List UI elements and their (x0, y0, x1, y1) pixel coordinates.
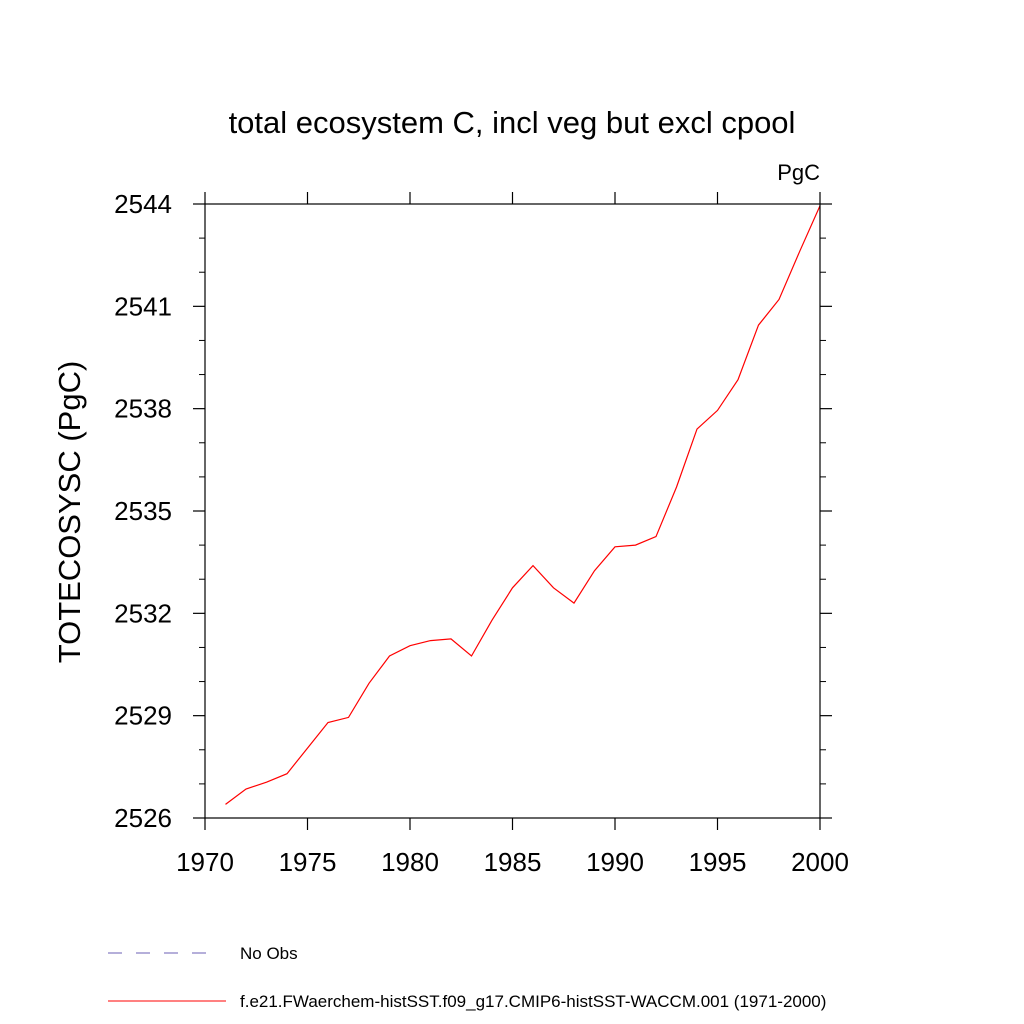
y-tick-label: 2526 (114, 803, 172, 833)
units-label: PgC (777, 160, 820, 185)
legend: No Obs f.e21.FWaerchem-histSST.f09_g17.C… (108, 944, 826, 1011)
y-tick-label: 2538 (114, 394, 172, 424)
x-tick-label: 2000 (791, 847, 849, 877)
axis-ticks (193, 192, 832, 830)
y-tick-labels: 2526 2529 2532 2535 2538 2541 2544 (114, 189, 172, 833)
series-line (225, 205, 821, 805)
x-tick-label: 1970 (176, 847, 234, 877)
chart-title: total ecosystem C, incl veg but excl cpo… (229, 105, 796, 140)
x-tick-labels: 1970 1975 1980 1985 1990 1995 2000 (176, 847, 849, 877)
y-tick-label: 2529 (114, 701, 172, 731)
x-tick-label: 1990 (586, 847, 644, 877)
y-tick-label: 2532 (114, 598, 172, 628)
series-layer (225, 205, 821, 805)
y-tick-label: 2541 (114, 291, 172, 321)
y-tick-label: 2535 (114, 496, 172, 526)
y-axis-title: TOTECOSYSC (PgC) (52, 361, 87, 664)
x-tick-label: 1975 (279, 847, 337, 877)
legend-label-model: f.e21.FWaerchem-histSST.f09_g17.CMIP6-hi… (240, 992, 826, 1011)
x-tick-label: 1980 (381, 847, 439, 877)
x-tick-label: 1995 (689, 847, 747, 877)
y-tick-label: 2544 (114, 189, 172, 219)
x-tick-label: 1985 (484, 847, 542, 877)
plot-frame (204, 203, 821, 819)
legend-label-no-obs: No Obs (240, 944, 298, 963)
